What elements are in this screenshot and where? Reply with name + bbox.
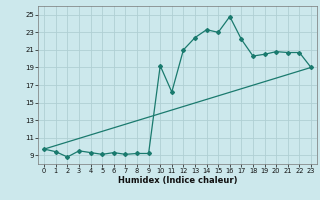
X-axis label: Humidex (Indice chaleur): Humidex (Indice chaleur) (118, 176, 237, 185)
